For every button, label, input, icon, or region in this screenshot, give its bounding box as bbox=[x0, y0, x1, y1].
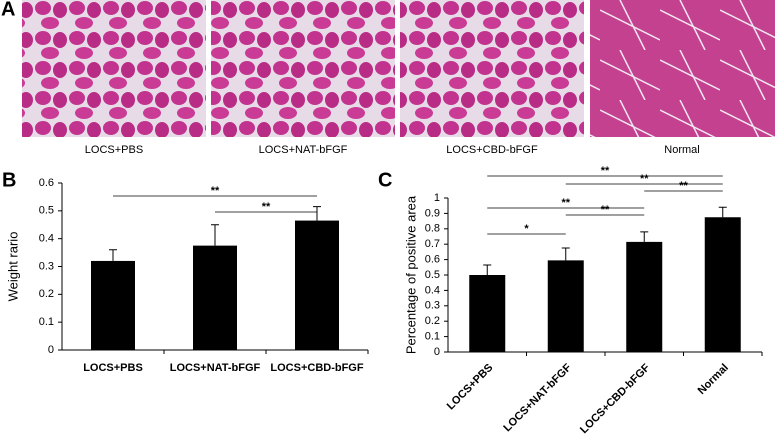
significance-label: ** bbox=[262, 201, 271, 213]
y-tick-label: 0.8 bbox=[425, 223, 440, 235]
bar bbox=[469, 275, 506, 352]
error-bar bbox=[640, 231, 649, 242]
bar bbox=[193, 245, 237, 350]
micrograph bbox=[590, 0, 775, 137]
error-bar bbox=[109, 249, 117, 261]
image-caption: LOCS+PBS bbox=[85, 144, 143, 156]
y-tick-label: 0.1 bbox=[425, 331, 440, 343]
y-tick-label: 0.6 bbox=[425, 254, 440, 266]
y-tick-label: 0.2 bbox=[39, 288, 54, 300]
error-bar bbox=[561, 247, 570, 261]
error-bar bbox=[211, 224, 219, 246]
error-bar bbox=[718, 206, 727, 218]
image-caption: LOCS+CBD-bFGF bbox=[446, 144, 538, 156]
panel-label: A bbox=[1, 0, 15, 20]
image-caption: Normal bbox=[664, 144, 699, 156]
x-tick-label: LOCS+CBD-bFGF bbox=[270, 362, 363, 374]
y-tick-label: 0.5 bbox=[39, 205, 54, 217]
x-tick-label: LOCS+CBD-bFGF bbox=[578, 362, 653, 437]
micrograph bbox=[400, 0, 584, 137]
y-tick-label: 0.3 bbox=[425, 300, 440, 312]
error-bar bbox=[483, 264, 492, 275]
y-tick-label: 0.4 bbox=[39, 233, 54, 245]
panel-label: B bbox=[2, 169, 16, 191]
significance-label: ** bbox=[561, 197, 570, 209]
micrograph bbox=[22, 0, 206, 137]
y-tick-label: 0.1 bbox=[39, 316, 54, 328]
x-tick-label: LOCS+PBS bbox=[445, 362, 496, 413]
x-tick-label: LOCS+NAT-bFGF bbox=[170, 362, 261, 374]
significance-label: ** bbox=[679, 180, 688, 192]
y-tick-label: 0.9 bbox=[425, 207, 440, 219]
y-tick-label: 0.4 bbox=[425, 284, 440, 296]
y-tick-label: 0 bbox=[434, 346, 440, 358]
bar bbox=[547, 260, 584, 352]
y-tick-label: 0.3 bbox=[39, 260, 54, 272]
bar bbox=[295, 220, 339, 350]
y-tick-label: 0 bbox=[48, 344, 54, 356]
bar bbox=[91, 260, 135, 350]
bar bbox=[626, 241, 663, 352]
panel-label: C bbox=[378, 169, 392, 191]
x-tick-label: LOCS+PBS bbox=[83, 362, 143, 374]
significance-label: ** bbox=[640, 173, 649, 185]
x-tick-label: LOCS+NAT-bFGF bbox=[501, 361, 574, 434]
image-caption: LOCS+NAT-bFGF bbox=[259, 144, 348, 156]
y-tick-label: 0.2 bbox=[425, 315, 440, 327]
significance-label: ** bbox=[601, 165, 610, 177]
micrograph bbox=[211, 0, 395, 137]
y-tick-label: 0.7 bbox=[425, 238, 440, 250]
y-tick-label: 0.5 bbox=[425, 269, 440, 281]
y-tick-label: 1 bbox=[434, 192, 440, 204]
x-tick-label: Normal bbox=[696, 362, 731, 397]
significance-label: ** bbox=[211, 185, 220, 197]
significance-label: ** bbox=[601, 204, 610, 216]
significance-label: * bbox=[524, 223, 529, 235]
y-tick-label: 0.6 bbox=[39, 177, 54, 189]
error-bar bbox=[313, 206, 321, 221]
y-axis-label: Percentage of positive area bbox=[403, 195, 418, 354]
y-axis-label: Weight rario bbox=[5, 232, 20, 302]
bar bbox=[704, 217, 741, 352]
